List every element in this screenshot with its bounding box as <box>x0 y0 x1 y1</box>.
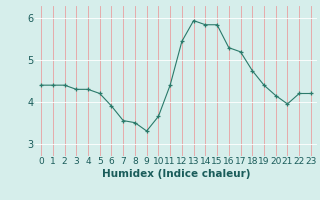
X-axis label: Humidex (Indice chaleur): Humidex (Indice chaleur) <box>102 169 250 179</box>
